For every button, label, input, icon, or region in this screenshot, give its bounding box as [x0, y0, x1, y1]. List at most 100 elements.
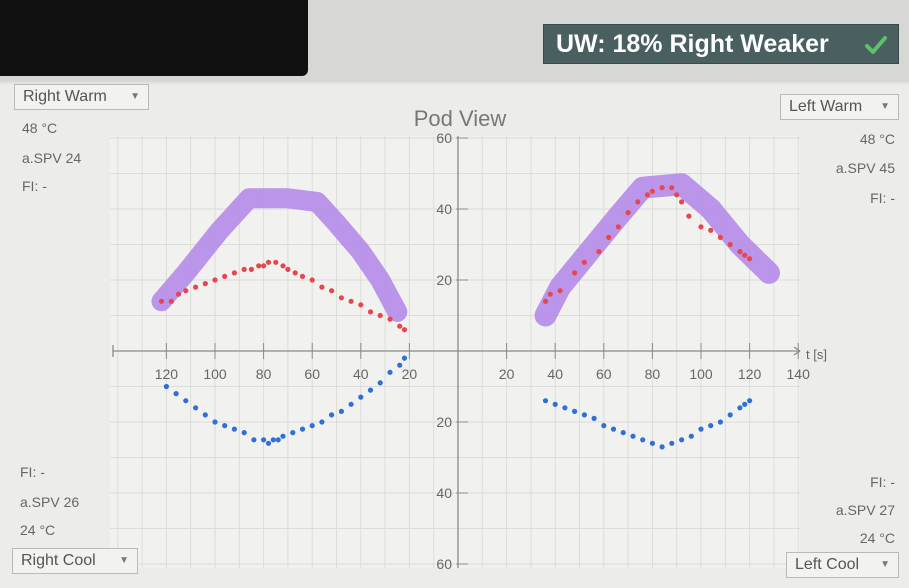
right-cool-point: [358, 394, 364, 400]
left-warm-point: [717, 234, 724, 240]
right-cool-point: [183, 398, 189, 404]
left-cool-point: [669, 440, 675, 446]
right-cool-point: [251, 437, 257, 443]
left-cool-aspv: a.SPV 27: [835, 502, 895, 518]
left-cool-fi: FI: -: [870, 474, 895, 490]
right-warm-temp: 48 °C: [22, 120, 58, 136]
right-cool-dropdown[interactable]: Right Cool ▼: [12, 548, 138, 574]
x-tick-label: 60: [304, 366, 320, 382]
left-warm-point: [649, 188, 656, 194]
x-tick-label: 80: [645, 366, 661, 382]
right-warm-point: [168, 298, 174, 304]
right-cool-point: [231, 426, 237, 432]
left-warm-dropdown-label: Left Warm: [789, 98, 863, 115]
right-warm-point: [280, 263, 286, 269]
right-cool-point: [367, 387, 374, 393]
right-warm-point: [329, 288, 335, 294]
left-warm-point: [674, 192, 680, 198]
right-warm-point: [319, 284, 325, 290]
right-warm-point: [309, 277, 315, 283]
right-warm-point: [285, 266, 291, 272]
right-warm-point: [222, 273, 228, 279]
left-cool-point: [610, 426, 617, 432]
left-warm-point: [669, 185, 675, 191]
left-cool-point: [737, 405, 743, 411]
right-cool-point: [163, 383, 169, 390]
right-warm-dropdown[interactable]: Right Warm ▼: [14, 84, 149, 110]
left-warm-point: [698, 224, 704, 230]
left-cool-point: [562, 405, 568, 411]
right-warm-point: [212, 277, 218, 283]
left-warm-point: [625, 210, 631, 216]
left-cool-dropdown[interactable]: Left Cool ▼: [786, 552, 899, 578]
left-warm-point: [708, 227, 714, 233]
left-cool-point: [708, 423, 714, 429]
left-warm-point: [615, 224, 622, 230]
right-cool-point: [348, 401, 354, 407]
right-warm-point: [338, 295, 344, 301]
right-warm-point: [273, 259, 279, 265]
left-cool-point: [727, 412, 733, 418]
x-tick-label: 40: [353, 366, 369, 382]
left-warm-fi: FI: -: [870, 190, 895, 206]
x-tick-label: 120: [155, 366, 179, 382]
left-warm-point: [581, 259, 588, 265]
right-cool-point: [241, 430, 247, 436]
left-warm-aspv: a.SPV 45: [835, 160, 895, 176]
left-cool-temp: 24 °C: [859, 530, 895, 546]
x-tick-label: 120: [738, 366, 762, 382]
left-warm-point: [644, 192, 651, 198]
chevron-down-icon: ▼: [880, 559, 890, 570]
left-cool-point: [581, 412, 588, 418]
left-warm-temp: 48 °C: [859, 131, 895, 147]
left-cool-point: [620, 430, 626, 436]
right-warm-point: [377, 312, 383, 319]
y-tick-label: 40: [436, 485, 452, 501]
left-cool-point: [698, 426, 704, 432]
right-warm-point: [292, 270, 298, 276]
right-cool-fi: FI: -: [20, 464, 45, 480]
right-warm-point: [241, 266, 247, 272]
left-cool-point: [747, 398, 753, 404]
left-warm-point: [679, 199, 685, 205]
y-tick-label: 60: [436, 130, 452, 146]
right-warm-point: [397, 323, 403, 329]
left-warm-point: [747, 256, 753, 262]
left-warm-point: [635, 199, 641, 205]
right-warm-point: [231, 270, 237, 276]
left-cool-point: [742, 401, 748, 407]
right-warm-fi: FI: -: [22, 178, 47, 194]
uw-result-text: UW: 18% Right Weaker: [556, 29, 829, 58]
left-warm-point: [572, 270, 578, 276]
left-cool-point: [649, 440, 656, 446]
y-tick-label: 20: [436, 414, 452, 430]
left-warm-dropdown[interactable]: Left Warm ▼: [780, 94, 899, 120]
right-warm-point: [175, 291, 182, 297]
right-warm-point: [193, 284, 199, 290]
right-cool-point: [387, 369, 393, 375]
pod-view-chart: 120 100 80 60 40 20 20 40 60 80 100 120 140 t [s] 20 40…: [110, 106, 827, 572]
x-tick-label: 100: [689, 366, 713, 382]
right-cool-point: [338, 408, 344, 414]
left-cool-point: [679, 437, 685, 443]
redacted-area: [0, 0, 308, 76]
right-cool-point: [329, 412, 335, 418]
right-warm-point: [367, 309, 374, 315]
left-warm-point: [547, 291, 553, 297]
left-cool-point: [688, 433, 694, 439]
left-warm-point: [606, 234, 612, 240]
check-icon: [865, 36, 887, 54]
x-tick-label: 20: [499, 366, 515, 382]
right-warm-point: [387, 316, 393, 322]
right-cool-point: [397, 362, 403, 368]
x-tick-label: 80: [256, 366, 272, 382]
right-warm-point: [256, 263, 262, 269]
left-cool-point: [640, 437, 646, 443]
plot-area: [110, 136, 800, 568]
right-warm-point: [248, 266, 254, 272]
chevron-down-icon: ▼: [880, 101, 890, 112]
chevron-down-icon: ▼: [130, 91, 140, 102]
right-cool-point: [222, 423, 228, 429]
right-warm-point: [261, 263, 267, 269]
right-warm-point: [358, 302, 364, 308]
